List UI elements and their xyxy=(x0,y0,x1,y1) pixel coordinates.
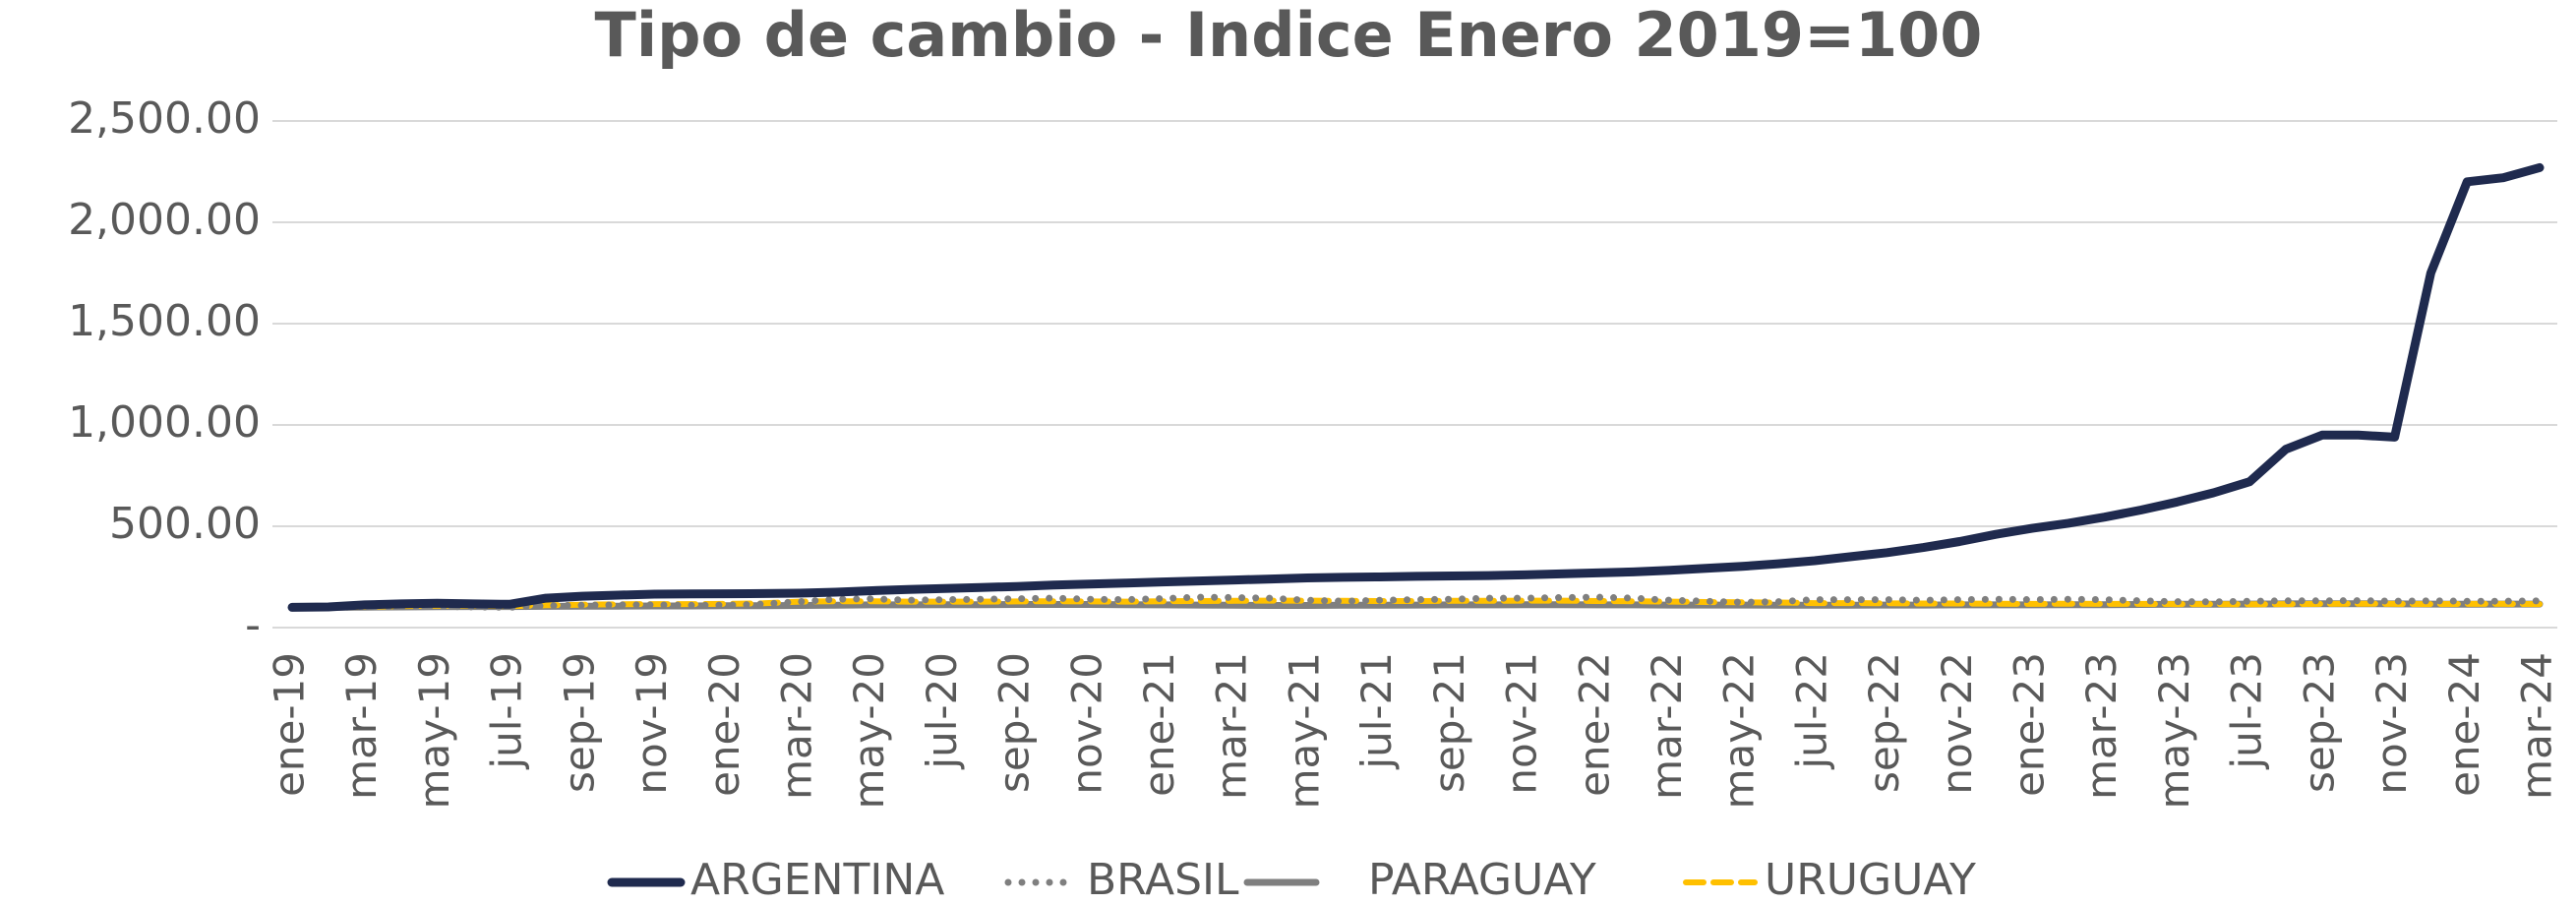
x-tick-label: nov-22 xyxy=(1933,652,1981,795)
x-tick-label: jul-21 xyxy=(1352,652,1401,770)
x-tick-label: jul-19 xyxy=(483,652,531,770)
x-tick-label: mar-22 xyxy=(1643,652,1691,800)
x-tick-label: jul-23 xyxy=(2223,652,2271,770)
x-tick-label: ene-21 xyxy=(1135,652,1183,797)
chart-title: Tipo de cambio - Indice Enero 2019=100 xyxy=(595,0,1983,71)
x-tick-label: mar-20 xyxy=(772,652,820,800)
x-tick-label: nov-20 xyxy=(1062,652,1110,795)
y-tick-label: 1,500.00 xyxy=(68,296,261,346)
x-tick-label: mar-21 xyxy=(1208,652,1256,800)
x-tick-label: sep-21 xyxy=(1425,652,1473,793)
x-tick-label: ene-20 xyxy=(700,652,749,797)
y-tick-label: - xyxy=(245,600,261,650)
x-tick-label: jul-20 xyxy=(918,652,966,770)
x-tick-label: ene-19 xyxy=(266,652,314,797)
x-tick-label: jul-22 xyxy=(1787,652,1835,770)
x-tick-label: may-22 xyxy=(1715,652,1764,809)
x-tick-label: may-23 xyxy=(2150,652,2198,809)
x-tick-label: mar-24 xyxy=(2513,652,2561,800)
x-tick-label: may-20 xyxy=(845,652,893,809)
x-tick-label: sep-19 xyxy=(555,652,603,793)
x-tick-label: ene-24 xyxy=(2440,652,2488,797)
legend-label: BRASIL xyxy=(1087,855,1239,905)
x-tick-label: mar-23 xyxy=(2077,652,2126,800)
x-tick-label: nov-19 xyxy=(628,652,676,795)
y-tick-label: 2,000.00 xyxy=(68,195,261,245)
x-tick-label: ene-23 xyxy=(2006,652,2054,797)
y-tick-label: 1,000.00 xyxy=(68,397,261,448)
legend-label: ARGENTINA xyxy=(690,855,944,905)
x-tick-label: sep-23 xyxy=(2295,652,2343,793)
legend-label: URUGUAY xyxy=(1765,855,1976,905)
x-tick-label: ene-22 xyxy=(1570,652,1618,797)
x-tick-label: may-19 xyxy=(410,652,458,809)
x-tick-label: sep-20 xyxy=(990,652,1039,793)
series-line xyxy=(288,593,2544,611)
x-tick-label: sep-22 xyxy=(1860,652,1908,793)
series-line xyxy=(287,162,2545,612)
x-tick-label: mar-19 xyxy=(337,652,386,800)
x-tick-label: nov-23 xyxy=(2367,652,2416,795)
x-tick-label: nov-21 xyxy=(1498,652,1546,795)
y-tick-label: 500.00 xyxy=(109,499,261,549)
legend-label: PARAGUAY xyxy=(1368,855,1596,905)
y-tick-label: 2,500.00 xyxy=(68,93,261,144)
x-tick-label: may-21 xyxy=(1280,652,1328,809)
